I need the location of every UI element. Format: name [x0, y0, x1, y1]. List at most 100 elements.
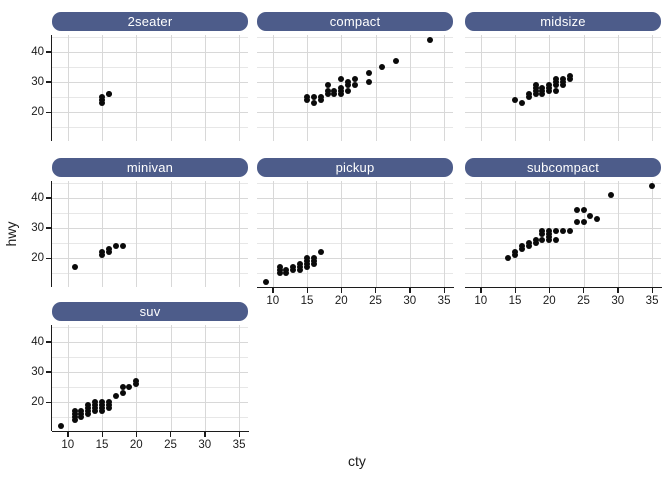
gridline-minor-y-45 [257, 182, 453, 184]
x-tick-label-10: 10 [266, 295, 280, 307]
data-point [345, 81, 352, 88]
x-tick-mark-25 [583, 288, 585, 293]
x-tick-mark-10 [67, 432, 69, 437]
data-point [112, 243, 119, 250]
facet-strip-pickup: pickup [257, 158, 453, 177]
data-point [105, 399, 112, 406]
data-point [105, 246, 112, 253]
data-point [119, 384, 126, 391]
data-point [553, 75, 560, 82]
gridline-minor-y-45 [465, 36, 661, 38]
gridline-major-y-30 [52, 371, 248, 373]
data-point [262, 279, 269, 286]
gridline-x-15 [102, 35, 104, 141]
data-point [553, 78, 560, 85]
x-tick-label-30: 30 [611, 295, 625, 307]
gridline-x-30 [204, 325, 206, 431]
y-tick-mark-40 [46, 51, 51, 53]
data-point [304, 255, 311, 262]
x-tick-mark-25 [170, 432, 172, 437]
gridline-x-30 [204, 35, 206, 141]
gridline-minor-y-25 [52, 97, 248, 99]
facet-strip-minivan: minivan [52, 158, 248, 177]
x-tick-mark-20 [340, 288, 343, 293]
data-point [78, 408, 85, 415]
x-tick-label-30: 30 [198, 439, 212, 451]
data-point [71, 411, 78, 418]
data-point [532, 91, 539, 98]
gridline-x-25 [375, 181, 377, 287]
gridline-minor-y-35 [52, 212, 248, 214]
data-point [119, 390, 126, 397]
data-point [133, 381, 140, 388]
y-tick-label-20: 20 [31, 106, 44, 119]
gridline-minor-y-15 [52, 417, 248, 419]
data-point [92, 408, 99, 415]
data-point [546, 234, 553, 240]
data-point [427, 36, 434, 43]
x-tick-mark-25 [375, 288, 377, 293]
data-point [85, 408, 92, 415]
data-point [532, 240, 539, 247]
gridline-minor-y-35 [257, 66, 453, 68]
gridline-x-35 [652, 181, 654, 287]
y-axis-line [51, 35, 53, 141]
gridline-minor-y-35 [52, 356, 248, 358]
data-point [539, 88, 546, 94]
data-point [505, 255, 512, 262]
data-point [85, 402, 92, 409]
data-point [310, 261, 317, 268]
gridline-minor-y-25 [465, 97, 661, 99]
gridline-major-y-20 [52, 112, 248, 114]
data-point [71, 264, 78, 271]
y-axis-line [51, 325, 53, 431]
facet-panel-suv [52, 325, 248, 431]
data-point [532, 81, 539, 88]
facet-strip-2seater: 2seater [52, 12, 248, 31]
gridline-minor-y-25 [52, 387, 248, 389]
data-point [539, 227, 546, 234]
data-point [105, 249, 112, 256]
gridline-major-y-40 [465, 197, 661, 199]
data-point [338, 88, 345, 94]
x-axis-line [52, 431, 249, 433]
gridline-minor-y-15 [257, 127, 453, 129]
data-point [276, 264, 283, 271]
data-point [78, 411, 85, 418]
data-point [85, 405, 92, 412]
data-point [105, 402, 112, 409]
y-tick-label-40: 40 [31, 335, 44, 348]
data-point [546, 88, 553, 94]
y-tick-mark-40 [46, 197, 51, 199]
data-point [105, 91, 112, 98]
facet-strip-label: 2seater [127, 14, 173, 29]
gridline-x-10 [272, 35, 274, 141]
facet-strip-midsize: midsize [465, 12, 661, 31]
gridline-x-10 [67, 181, 69, 287]
data-point [310, 100, 317, 107]
data-point [133, 378, 140, 384]
data-point [304, 264, 311, 271]
gridline-x-10 [67, 325, 69, 431]
gridline-minor-y-35 [465, 66, 661, 68]
data-point [580, 206, 587, 213]
x-tick-label-20: 20 [542, 295, 556, 307]
y-tick-mark-40 [46, 341, 51, 343]
data-point [99, 399, 106, 406]
x-tick-label-15: 15 [508, 295, 522, 307]
gridline-minor-y-25 [257, 97, 453, 99]
gridline-minor-y-35 [465, 212, 661, 214]
data-point [539, 231, 546, 237]
data-point [119, 243, 126, 250]
facet-panel-subcompact [465, 181, 661, 287]
data-point [566, 227, 573, 234]
data-point [331, 91, 338, 98]
x-tick-label-30: 30 [403, 295, 417, 307]
y-axis-title: hwy [3, 221, 19, 247]
data-point [587, 212, 594, 219]
x-tick-mark-15 [514, 288, 516, 293]
data-point [331, 88, 338, 94]
data-point [92, 405, 99, 412]
gridline-x-25 [375, 35, 377, 141]
